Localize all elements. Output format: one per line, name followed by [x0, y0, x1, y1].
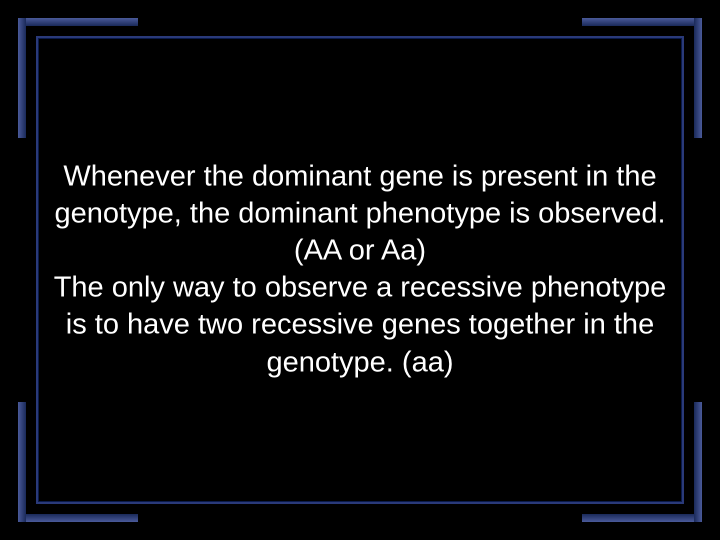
corner-bottom-left-v — [18, 402, 26, 522]
paragraph-2: The only way to observe a recessive phen… — [40, 270, 680, 381]
corner-bottom-right-h — [582, 514, 702, 522]
paragraph-1: Whenever the dominant gene is present in… — [40, 159, 680, 270]
corner-bottom-right-v — [694, 402, 702, 522]
corner-top-right-h — [582, 18, 702, 26]
corner-bottom-left-h — [18, 514, 138, 522]
slide-body-text: Whenever the dominant gene is present in… — [40, 159, 680, 382]
corner-top-right-v — [694, 18, 702, 138]
corner-top-left-v — [18, 18, 26, 138]
corner-top-left-h — [18, 18, 138, 26]
